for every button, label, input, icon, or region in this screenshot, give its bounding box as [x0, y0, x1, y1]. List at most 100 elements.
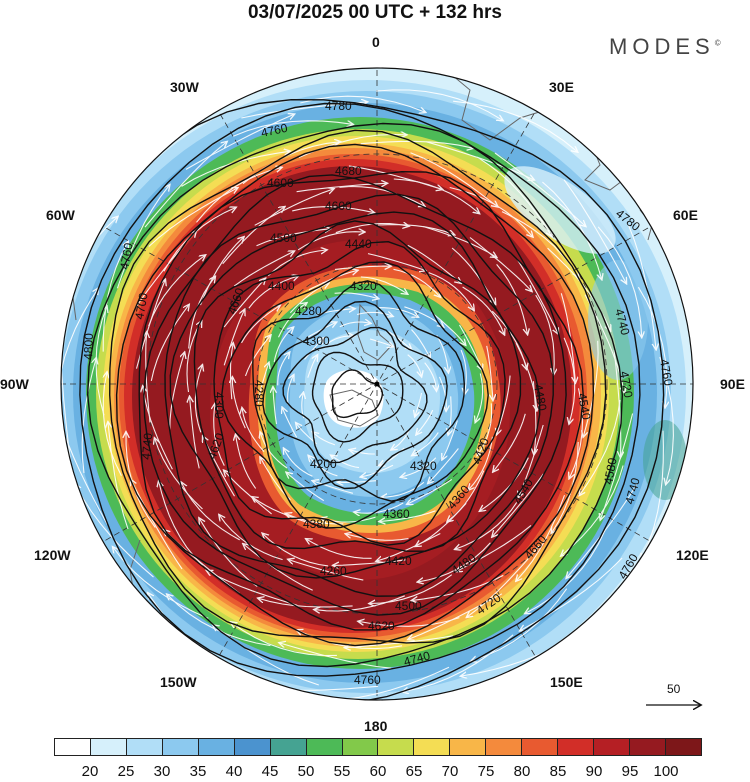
- contour-label: 4780: [325, 99, 352, 113]
- colorbar-swatch: [558, 739, 595, 755]
- streamline: [231, 622, 337, 657]
- streamline: [253, 497, 309, 524]
- streamline: [236, 435, 257, 489]
- height-contour: [108, 129, 607, 644]
- longitude-label-90e: 90E: [720, 376, 745, 392]
- streamline: [497, 375, 511, 434]
- height-contours: [61, 98, 665, 700]
- contour-label: 4420: [385, 554, 412, 568]
- streamline: [580, 399, 621, 495]
- streamline: [297, 232, 364, 251]
- streamline: [597, 226, 642, 337]
- map-boundary: [60, 67, 694, 701]
- streamline: [369, 338, 393, 347]
- height-contour: [252, 280, 466, 502]
- streamline: [313, 433, 336, 446]
- streamline: [393, 268, 440, 296]
- streamline: [410, 152, 498, 207]
- streamline: [263, 534, 329, 567]
- streamline: [409, 593, 503, 640]
- streamline: [199, 237, 244, 306]
- streamline: [346, 534, 409, 541]
- streamline: [296, 423, 317, 445]
- contour-label: 4620: [368, 619, 395, 633]
- streamline: [278, 303, 307, 338]
- streamline: [306, 323, 336, 339]
- streamline: [412, 574, 504, 600]
- streamline: [417, 409, 434, 434]
- colorbar-tick-label: 55: [333, 763, 351, 780]
- longitude-label-30w: 30W: [170, 79, 199, 95]
- streamline: [659, 356, 674, 484]
- streamline: [359, 617, 460, 627]
- streamline: [273, 388, 277, 425]
- streamline: [476, 373, 484, 422]
- streamline: [334, 559, 407, 566]
- longitude-label-150w: 150W: [160, 674, 197, 690]
- streamline: [415, 392, 423, 416]
- colorbar-tick-label: 80: [513, 763, 531, 780]
- contour-label: 4680: [335, 164, 362, 178]
- streamline: [457, 524, 532, 571]
- streamline: [257, 363, 268, 404]
- streamline: [231, 344, 234, 400]
- contour-label: 4300: [212, 392, 226, 419]
- streamline: [300, 95, 425, 112]
- streamline: [304, 338, 324, 360]
- colorbar-swatch: [306, 739, 343, 755]
- streamline: [519, 424, 544, 497]
- streamline: [378, 224, 454, 235]
- streamline: [287, 375, 294, 405]
- streamline: [259, 598, 353, 608]
- colorbar-swatch: [378, 739, 415, 755]
- pole-marker: [374, 381, 380, 387]
- colorbar-swatch: [342, 739, 379, 755]
- colorbar-swatch: [55, 739, 91, 755]
- streamline: [289, 560, 364, 581]
- contour-label: 4760: [354, 673, 381, 687]
- streamline: [424, 362, 437, 391]
- longitude-label-60e: 60E: [673, 207, 698, 223]
- height-contour: [169, 211, 541, 579]
- longitude-label-60w: 60W: [46, 207, 75, 223]
- streamline: [256, 229, 330, 247]
- contour-label: 4760: [657, 358, 675, 387]
- contour-label: 4760: [260, 121, 289, 140]
- streamline: [478, 403, 493, 454]
- height-contour: [213, 240, 506, 546]
- colorbar-tick-label: 20: [81, 763, 99, 780]
- streamline: [108, 423, 129, 530]
- streamline: [350, 450, 375, 455]
- colorbar-tick-label: 95: [621, 763, 639, 780]
- contour-label: 4500: [270, 231, 297, 245]
- contour-label: 4740: [402, 648, 432, 669]
- streamline: [469, 436, 493, 490]
- streamline: [223, 310, 244, 366]
- streamline: [451, 247, 495, 304]
- colorbar-tick-label: 85: [549, 763, 567, 780]
- streamline: [367, 253, 425, 271]
- colorbar-tick-label: 35: [189, 763, 207, 780]
- streamline: [81, 358, 96, 474]
- contour-label: 4600: [267, 176, 294, 190]
- contour-label: 4480: [531, 383, 549, 412]
- colorbar-swatch: [198, 739, 235, 755]
- contour-label: 4300: [303, 334, 330, 348]
- colorbar-tick-label: 60: [369, 763, 387, 780]
- streamline: [242, 408, 265, 452]
- streamline: [280, 643, 392, 669]
- streamline: [232, 378, 246, 429]
- streamline: [307, 356, 317, 378]
- contour-label: 4400: [268, 279, 295, 293]
- streamline: [143, 387, 173, 470]
- streamline: [199, 519, 258, 587]
- colorbar-swatch: [414, 739, 451, 755]
- contour-label: 4380: [303, 517, 330, 531]
- streamline: [637, 286, 666, 407]
- streamline: [642, 430, 664, 559]
- colorbar-tick-label: 25: [117, 763, 135, 780]
- longitude-label-30e: 30E: [549, 79, 574, 95]
- colorbar-tick-label: 65: [405, 763, 423, 780]
- height-contour: [61, 98, 665, 700]
- streamline: [148, 255, 205, 327]
